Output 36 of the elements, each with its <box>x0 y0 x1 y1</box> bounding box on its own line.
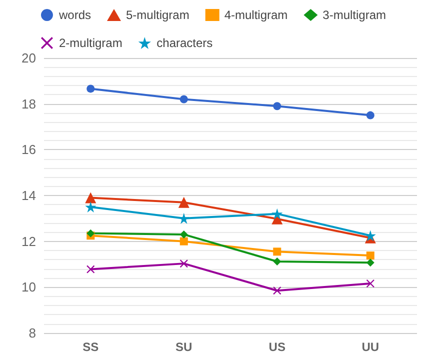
point <box>273 102 282 110</box>
x-tick-label: SS <box>82 340 99 354</box>
point <box>86 265 95 274</box>
x-tick-label: US <box>268 340 286 354</box>
point <box>180 230 188 238</box>
legend-label: 3-multigram <box>322 8 386 22</box>
y-tick-label: 20 <box>22 50 36 66</box>
point <box>85 201 96 212</box>
legend-label: 2-multigram <box>58 36 122 50</box>
legend-label: 4-multigram <box>224 8 288 22</box>
point <box>178 196 190 208</box>
point <box>366 111 374 120</box>
y-tick-label: 18 <box>22 96 36 112</box>
y-tick-label: 12 <box>22 234 36 249</box>
point <box>180 95 188 104</box>
y-tick-label: 14 <box>22 188 36 203</box>
point <box>86 229 95 238</box>
x-tick-label: UU <box>362 340 380 354</box>
point <box>180 260 188 268</box>
x-tick-label: SU <box>176 340 192 354</box>
point <box>273 248 282 256</box>
point <box>273 286 282 295</box>
point <box>272 208 283 220</box>
point <box>366 258 374 267</box>
legend-label: words <box>58 8 91 22</box>
point <box>86 84 95 93</box>
point <box>366 252 374 260</box>
point <box>180 237 188 246</box>
point <box>85 192 96 204</box>
point <box>273 258 282 266</box>
y-tick-label: 10 <box>22 280 36 295</box>
y-tick-label: 8 <box>28 326 36 340</box>
y-tick-label: 16 <box>22 142 36 158</box>
legend-label: characters <box>156 36 213 50</box>
point <box>366 280 374 288</box>
legend-label: 5-multigram <box>126 8 190 22</box>
